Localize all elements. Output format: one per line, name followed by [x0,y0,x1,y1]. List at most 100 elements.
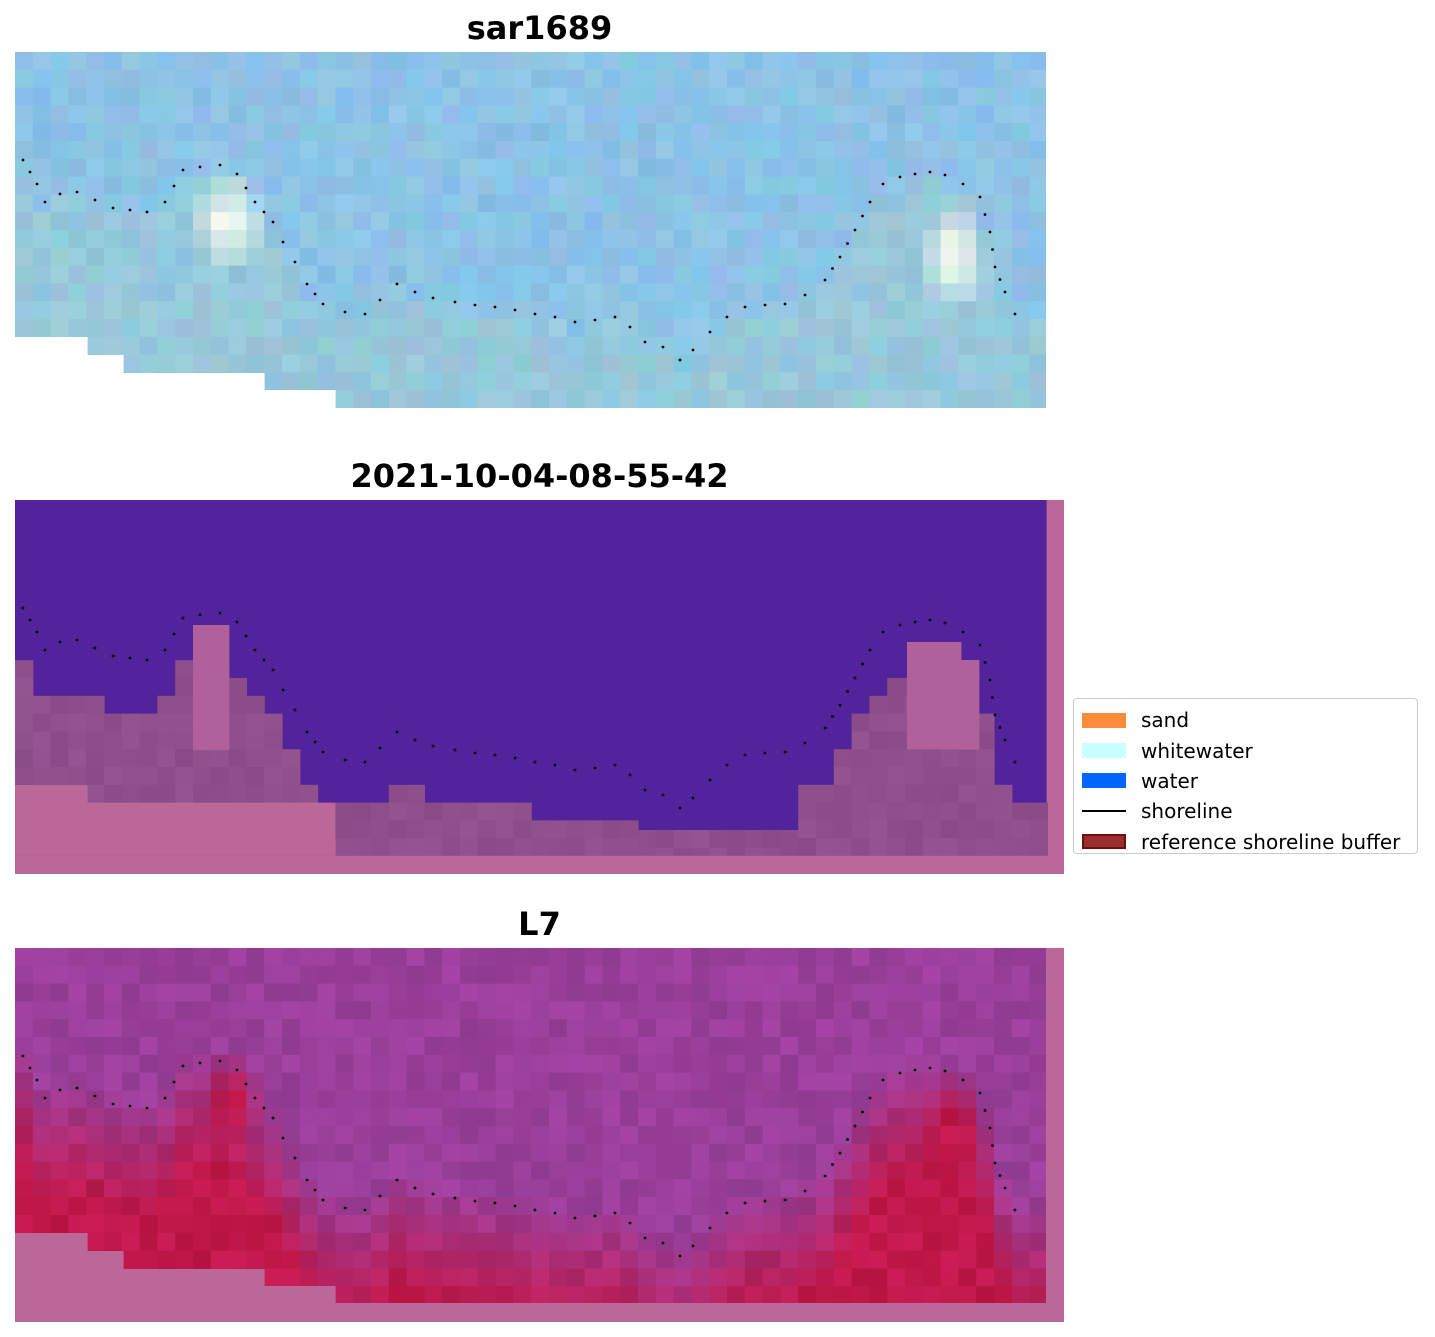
shoreline-point [343,758,347,762]
shoreline-point [453,1196,457,1200]
shoreline-point [262,210,266,214]
shoreline-line-swatch [1082,810,1126,813]
shoreline-point [413,290,417,294]
shoreline-point [163,648,167,652]
shoreline-point [661,345,665,349]
shoreline-point [75,1086,79,1090]
shoreline-point [861,214,864,218]
shoreline-point [1013,312,1017,316]
shoreline-point [163,1096,167,1100]
shoreline-point [983,1109,987,1112]
shoreline-point [343,1206,347,1210]
shoreline-point [253,648,257,652]
shoreline-point [593,318,597,322]
shoreline-point [991,696,994,699]
shoreline-point [378,298,382,302]
shoreline-point [343,310,347,314]
shoreline-point [573,320,577,324]
shoreline-point [145,658,149,662]
shoreline-point [293,1156,297,1160]
shoreline-point [493,305,497,309]
shoreline-point [861,1110,864,1114]
shoreline-point [846,242,849,245]
shoreline-point [861,662,864,666]
shoreline-point [58,192,62,196]
shoreline-point [321,302,325,306]
shoreline-point [628,1221,632,1225]
buffer-band [122,821,265,856]
shoreline-point [218,163,222,167]
shoreline-point [998,726,1002,729]
shoreline-point [831,267,834,270]
shoreline-point [661,793,665,797]
buffer-band [1046,948,1064,1322]
buffer-band [15,785,88,856]
shoreline-point [198,1061,202,1065]
shoreline-point [395,730,399,734]
shoreline-point [218,611,222,615]
shoreline-point [43,648,47,652]
shoreline-point [235,172,239,176]
shoreline-point [961,630,965,634]
shoreline-point [743,753,747,757]
shoreline-point [431,296,435,300]
shoreline-point [533,312,537,316]
shoreline-point [28,1066,32,1070]
shoreline-point [198,613,202,617]
shoreline-point [313,740,317,744]
shoreline-point [21,1054,25,1058]
shoreline-point [413,738,417,742]
shoreline-point [678,358,682,362]
shoreline-point [743,1201,747,1205]
shoreline-point [181,616,185,620]
shoreline-point [978,195,982,199]
panel-title-l7: L7 [518,905,561,943]
shoreline-point [868,648,872,652]
shoreline-point [913,172,917,176]
legend-label: whitewater [1141,738,1253,763]
shoreline-point [978,1091,982,1095]
shoreline-point [783,1198,787,1202]
shoreline-point [783,750,787,754]
shoreline-point [898,1071,902,1075]
shoreline-point [643,340,647,344]
shoreline-point [838,1151,842,1155]
legend-item-reference-buffer: reference shoreline buffer [1074,827,1417,857]
nodata-region [264,390,336,408]
shoreline-point [58,1088,62,1092]
shoreline-point [846,690,849,693]
shoreline-point [691,348,695,352]
shoreline-point [431,1192,435,1196]
shoreline-point [533,760,537,764]
shoreline-point [553,1211,557,1215]
shoreline-point [453,748,457,752]
shoreline-point [253,200,257,204]
shoreline-point [643,1236,647,1240]
shoreline-point [271,668,275,672]
shoreline-point [28,170,32,174]
shoreline-point [75,638,79,642]
shoreline-point [993,713,997,717]
shoreline-point [763,303,767,307]
shoreline-point [853,1124,857,1128]
sand-swatch [1082,712,1126,728]
shoreline-point [881,1078,885,1082]
shoreline-point [513,1204,517,1208]
shoreline-point [993,265,997,269]
shoreline-point [1003,290,1007,294]
legend-item-water: water [1074,766,1417,796]
water-swatch [1082,773,1126,789]
shoreline-point [881,182,885,186]
shoreline-point [988,678,992,682]
shoreline-point [988,1126,992,1130]
shoreline-point [913,620,917,624]
shoreline-point [235,1068,239,1072]
shoreline-point [928,170,932,174]
whitewater-swatch [1082,743,1126,759]
shoreline-point [823,1174,827,1178]
shoreline-point [58,640,62,644]
shoreline-point [533,1208,537,1212]
shoreline-point [473,1199,477,1203]
shoreline-point [838,703,842,707]
shoreline-point [253,1096,257,1100]
